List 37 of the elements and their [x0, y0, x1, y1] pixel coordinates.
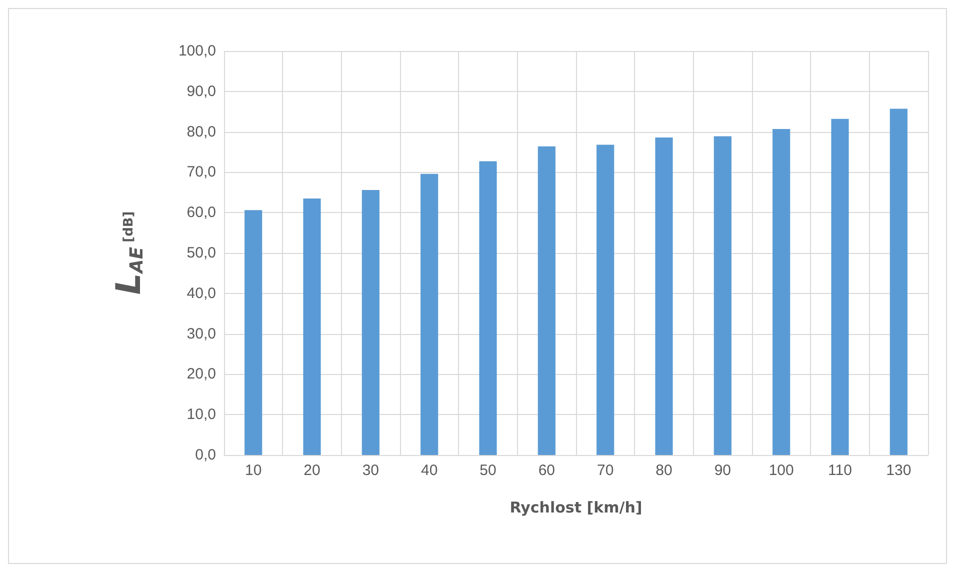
bar: [655, 137, 673, 455]
bar: [831, 118, 849, 455]
y-tick-label: 30,0: [186, 325, 216, 342]
x-tick-label: 80: [656, 462, 672, 479]
x-tick-label: 130: [886, 462, 912, 479]
bar: [596, 144, 614, 455]
y-axis-title: LAE [dB]: [109, 211, 149, 295]
y-tick-label: 60,0: [186, 204, 216, 222]
bar: [479, 161, 497, 455]
x-tick-label: 110: [828, 462, 852, 479]
y-tick-label: 90,0: [186, 82, 216, 100]
x-tick-label: 100: [768, 462, 794, 479]
bar: [420, 174, 438, 455]
x-tick-label: 40: [420, 462, 438, 479]
x-tick-label: 10: [244, 462, 262, 479]
bar: [772, 128, 790, 455]
y-tick-label: 40,0: [186, 284, 216, 302]
bar: [538, 146, 556, 455]
x-tick-label: 70: [596, 462, 614, 479]
bar: [303, 198, 321, 455]
y-tick-label: 20,0: [186, 366, 216, 383]
y-tick-label: 100,0: [178, 42, 216, 60]
y-tick-label: 70,0: [186, 164, 216, 181]
x-tick-label: 20: [304, 462, 320, 479]
bar: [244, 210, 262, 455]
y-tick-label: 80,0: [186, 123, 216, 140]
bar: [362, 190, 380, 455]
bar: [890, 108, 908, 455]
bar: [714, 136, 732, 455]
y-tick-label: 0,0: [195, 446, 216, 464]
x-tick-label: 60: [538, 462, 556, 479]
y-tick-label: 50,0: [186, 244, 216, 262]
x-tick-label: 90: [714, 462, 732, 479]
y-tick-label: 10,0: [186, 406, 216, 424]
x-tick-label: 30: [362, 462, 380, 479]
x-axis-title: Rychlost [km/h]: [510, 498, 642, 516]
x-tick-label: 50: [480, 462, 496, 479]
